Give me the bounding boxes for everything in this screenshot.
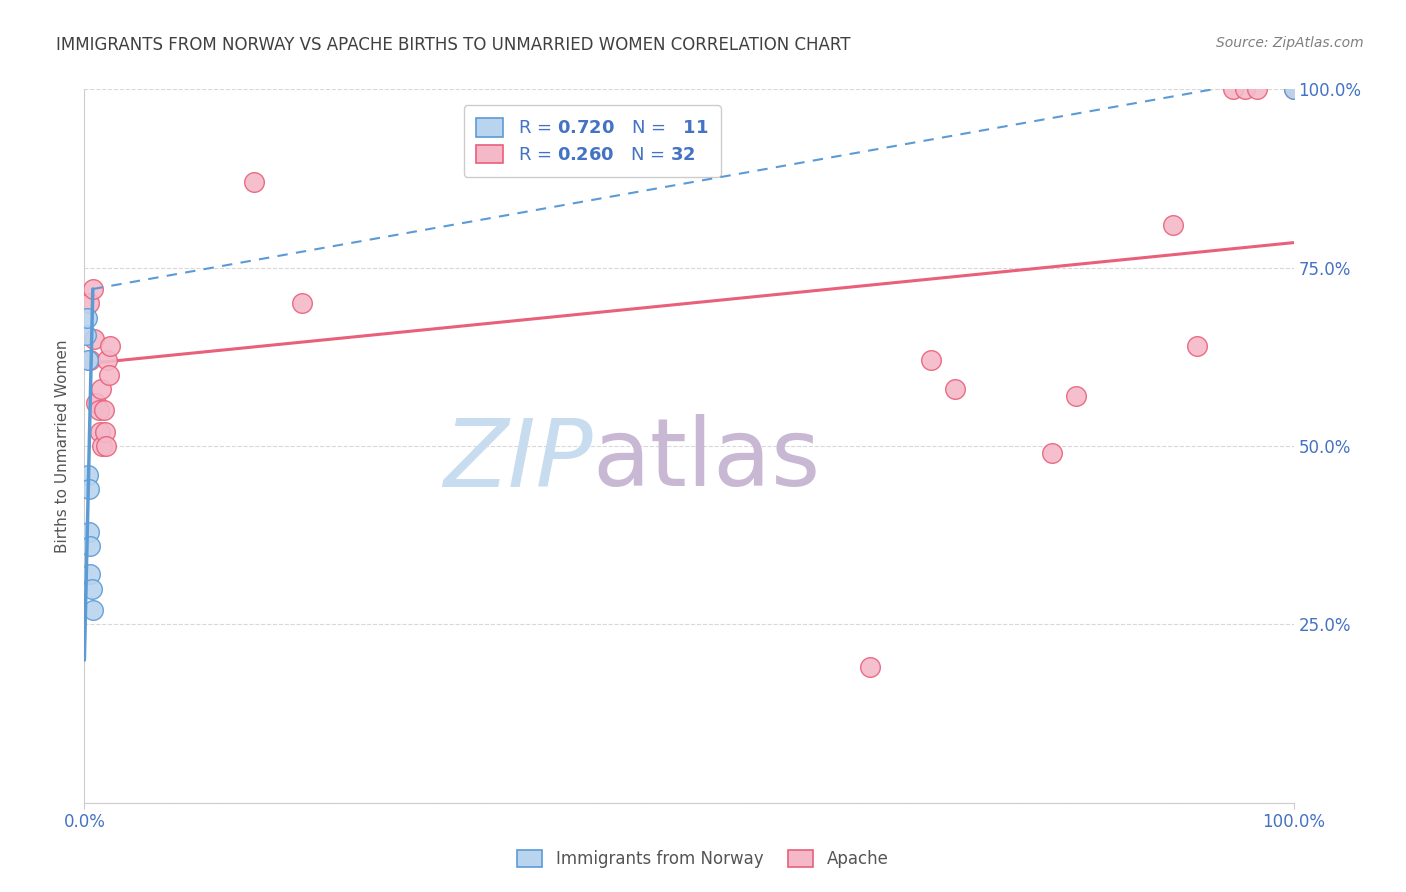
Point [94,425,117,439]
Point [87,403,110,417]
Point [93,403,115,417]
Text: Source: ZipAtlas.com: Source: ZipAtlas.com [1216,36,1364,50]
Point [1234,82,1257,96]
Text: atlas: atlas [592,414,821,507]
Point [97,368,120,382]
Point [79,353,101,368]
Legend: Immigrants from Norway, Apache: Immigrants from Norway, Apache [510,843,896,875]
Point [79,539,101,553]
Point [1246,82,1268,96]
Point [943,382,966,396]
Point [77,353,100,368]
Point [83,332,105,346]
Point [1040,446,1063,460]
Point [79,567,101,582]
Point [77,482,100,496]
Point [75,328,97,343]
Legend: R = $\bf{0.720}$   N =   $\bf{11}$, R = $\bf{0.260}$   N = $\bf{32}$: R = $\bf{0.720}$ N = $\bf{11}$, R = $\bf… [464,105,721,177]
Point [89,425,111,439]
Point [77,467,100,482]
Point [1282,82,1305,96]
Text: ZIP: ZIP [443,415,592,506]
Point [1064,389,1087,403]
Point [91,439,114,453]
Point [77,524,100,539]
Y-axis label: Births to Unmarried Women: Births to Unmarried Women [55,339,70,553]
Point [86,396,108,410]
Point [76,310,98,325]
Point [1282,82,1305,96]
Point [920,353,942,368]
Point [90,382,112,396]
Point [94,439,117,453]
Point [77,296,100,310]
Point [80,582,103,596]
Text: IMMIGRANTS FROM NORWAY VS APACHE BIRTHS TO UNMARRIED WOMEN CORRELATION CHART: IMMIGRANTS FROM NORWAY VS APACHE BIRTHS … [56,36,851,54]
Point [291,296,314,310]
Point [1161,218,1184,232]
Point [82,603,104,617]
Point [242,175,264,189]
Point [96,353,118,368]
Point [82,282,104,296]
Point [1185,339,1208,353]
Point [98,339,121,353]
Point [1222,82,1244,96]
Point [859,660,882,674]
